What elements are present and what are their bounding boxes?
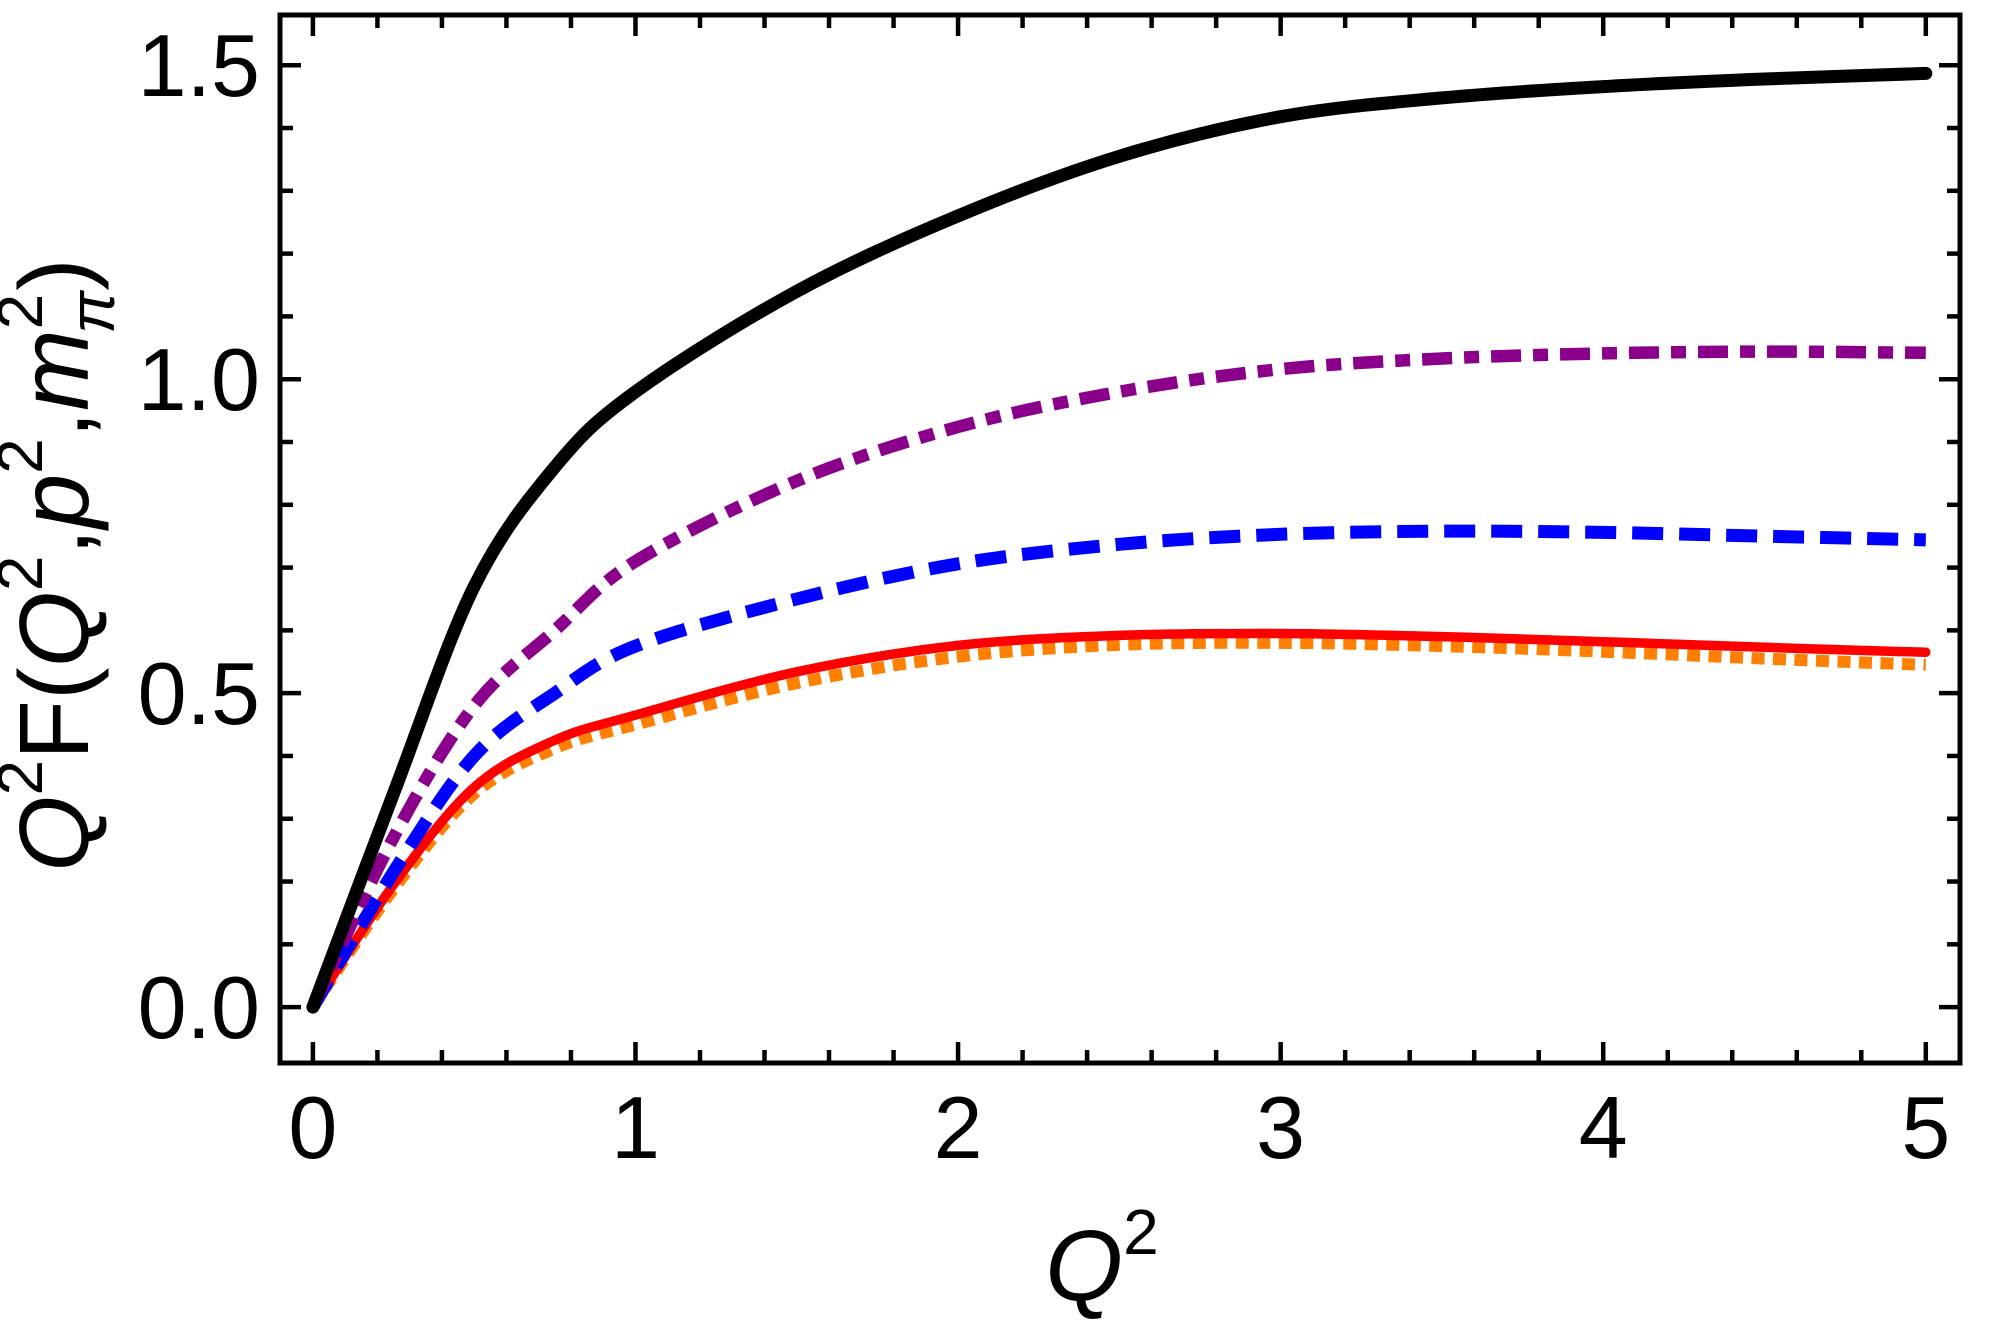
- y-tick-label: 0.5: [138, 644, 260, 743]
- x-tick-label: 5: [1901, 1078, 1950, 1177]
- curve-blue-dashed: [307, 524, 1926, 1011]
- y-axis-label: Q2F(Q2,p2,m2π): [0, 258, 128, 871]
- y-tick-label: 1.0: [138, 330, 260, 429]
- curve-red-solid: [308, 628, 1931, 1012]
- plot-frame: [277, 12, 1963, 1066]
- x-tick-label: 0: [288, 1078, 337, 1177]
- x-tick-label: 2: [934, 1078, 983, 1177]
- y-tick-label: 0.0: [138, 958, 260, 1057]
- y-tick-label: 1.5: [138, 16, 260, 115]
- curve-purple-dotdashed: [307, 345, 1926, 1010]
- x-axis-label: Q2: [1045, 1196, 1158, 1322]
- curve-black-solid: [306, 66, 1933, 1014]
- x-tick-label: 3: [1256, 1078, 1305, 1177]
- x-tick-label: 1: [611, 1078, 660, 1177]
- x-tick-label: 4: [1579, 1078, 1628, 1177]
